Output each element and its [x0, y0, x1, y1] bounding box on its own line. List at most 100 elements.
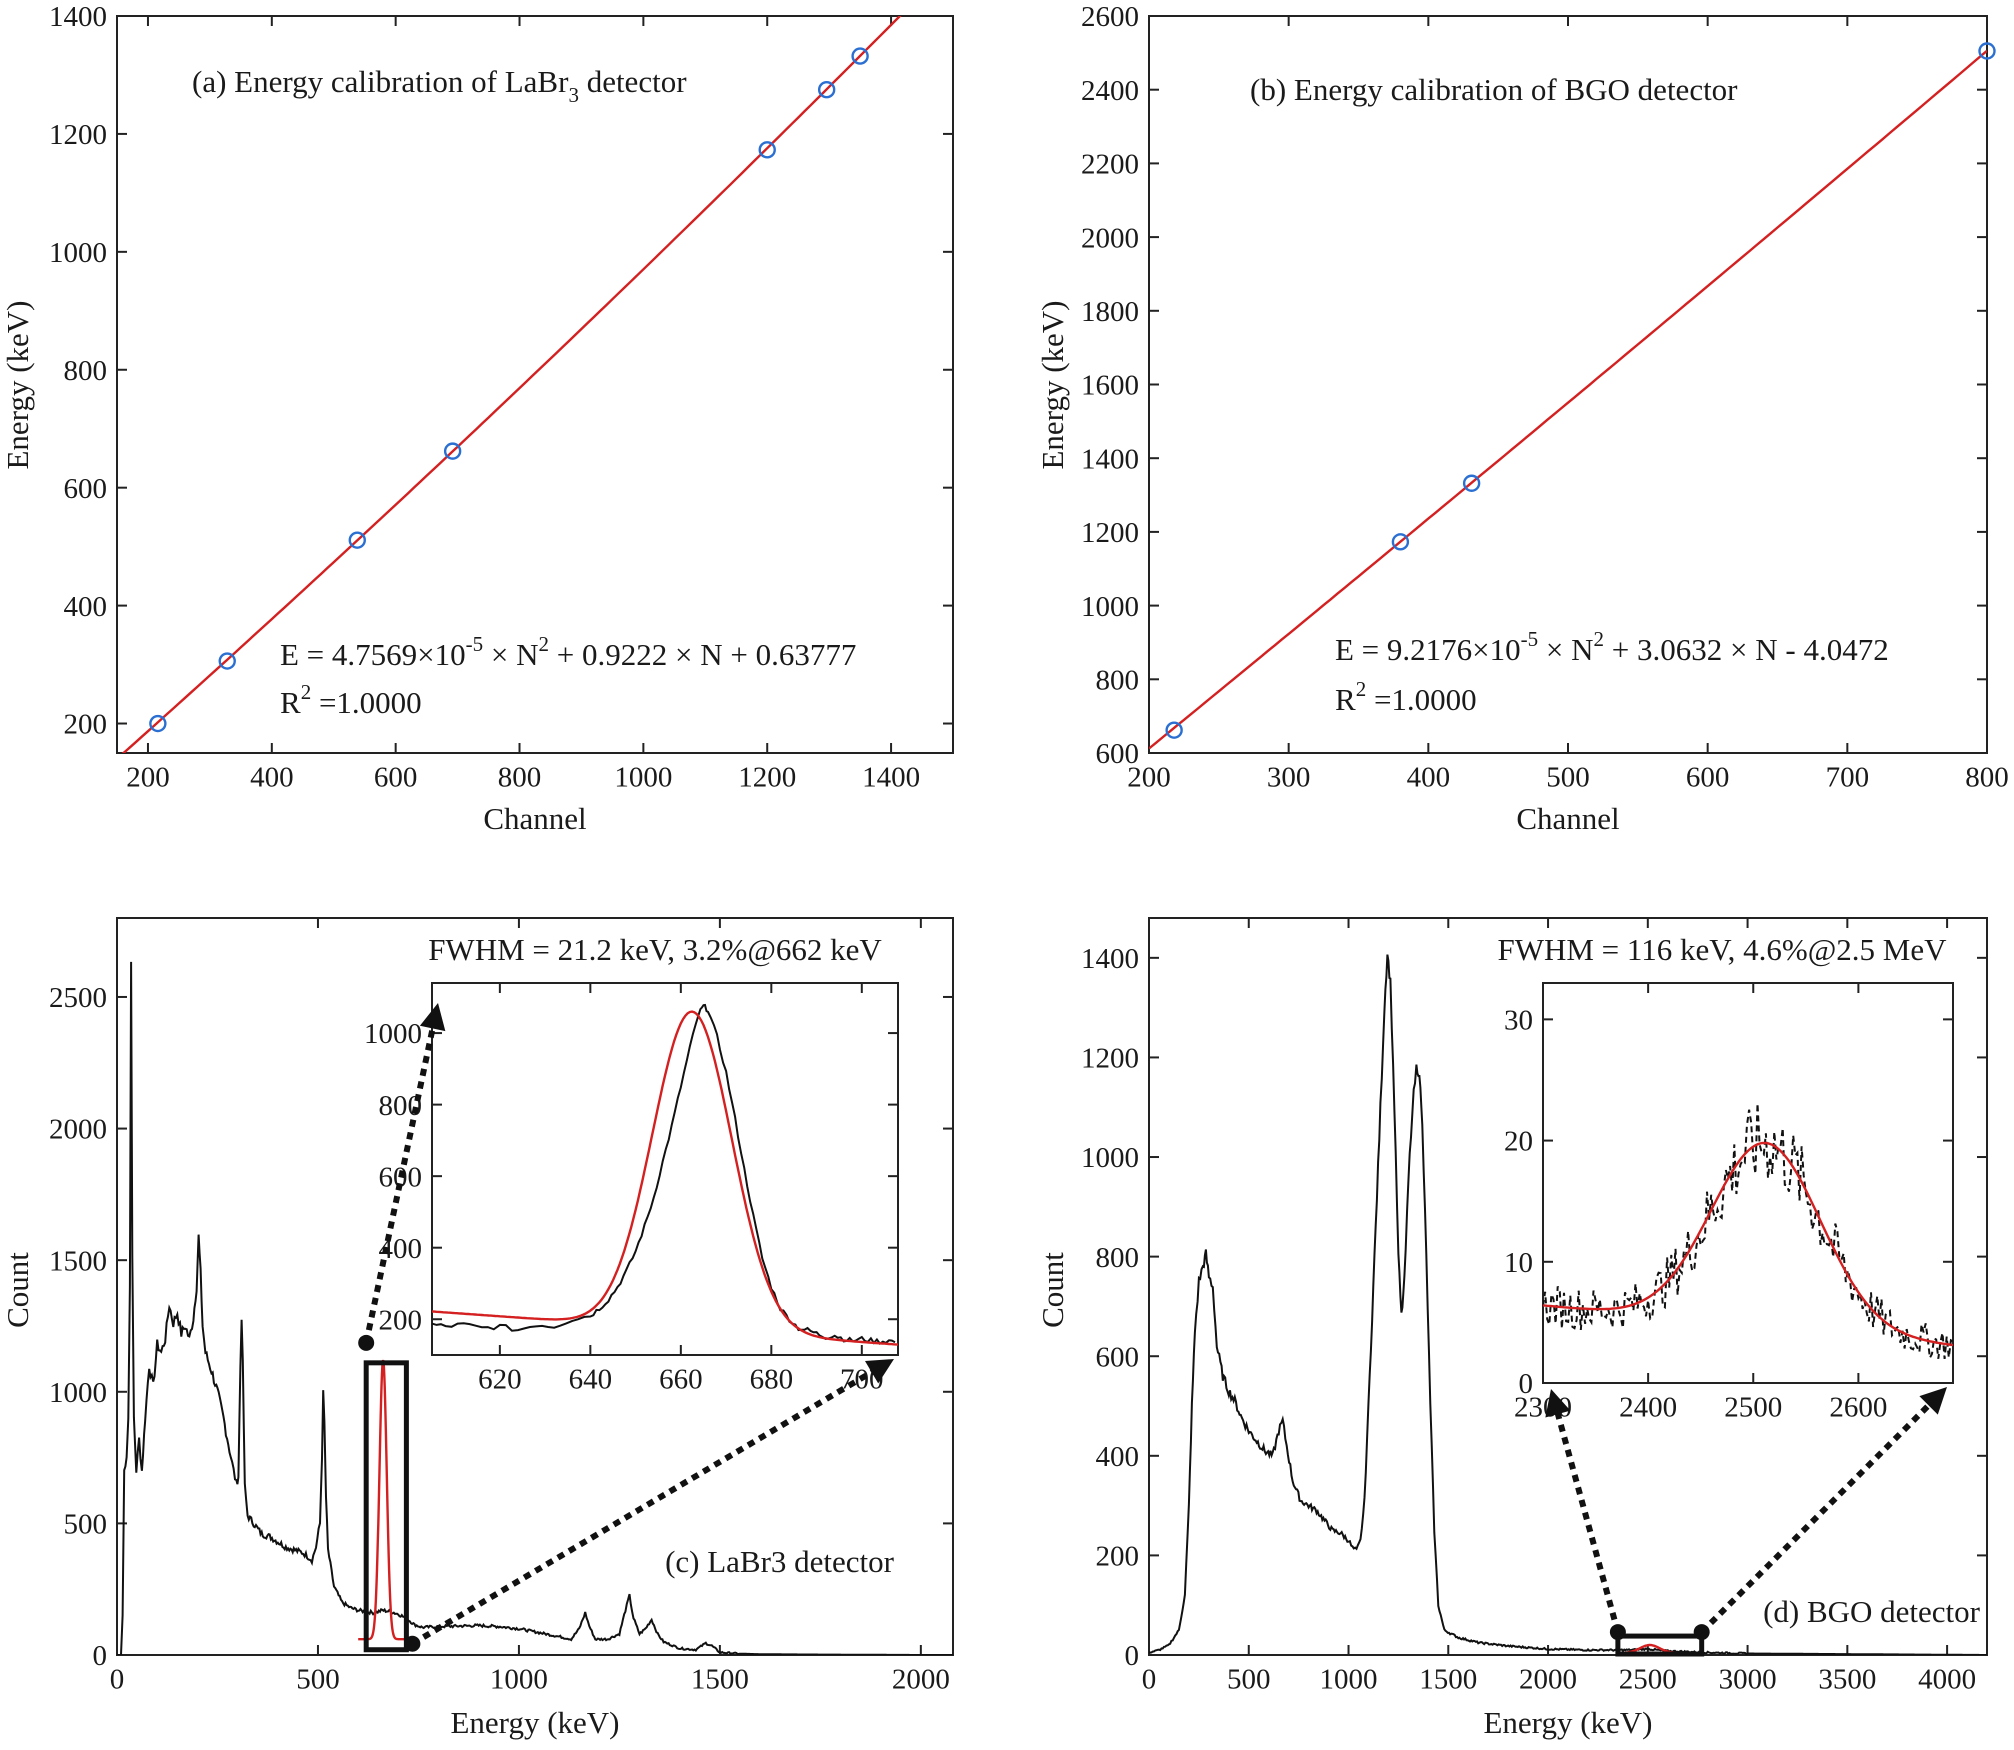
panel-a-ytick-label: 800: [64, 355, 108, 387]
panel-d-xtick-label: 2500: [1619, 1663, 1677, 1695]
panel-a-data-point: [348, 531, 366, 549]
panel-a-title-part: 3: [568, 83, 579, 107]
panel-b-xtick-label: 800: [1965, 761, 2009, 793]
panel-b-xlabel: Channel: [1516, 801, 1619, 836]
panel-a-title-part: (a) Energy calibration of LaBr: [192, 64, 569, 99]
panel-a-xtick-label: 1400: [862, 761, 920, 793]
panel-b-ytick-label: 1000: [1081, 591, 1139, 623]
panel-b-ytick-label: 2200: [1081, 149, 1139, 181]
panel-c-arrow-top-line: [363, 1021, 437, 1344]
panel-a-r2-part: 2: [301, 680, 312, 704]
panel-c-fwhm-annotation: FWHM = 21.2 keV, 3.2%@662 keV: [428, 932, 882, 967]
panel-a-title: (a) Energy calibration of LaBr3 detector: [192, 64, 687, 107]
panel-a-equation: E = 4.7569×10-5 × N2 + 0.9222 × N + 0.63…: [280, 632, 856, 672]
panel-d-axes: 0 500 1000 1500 2000 2500 3000 3500 400002004006…: [1081, 918, 1987, 1695]
panel-b-r2-part: =1.0000: [1366, 682, 1476, 717]
panel-c-ytick-label: 1500: [49, 1245, 107, 1277]
panel-b-r2-part: 2: [1356, 677, 1367, 701]
panel-a-axes: 200 400 600 800 1000 1200 1400 200 400 600 800 1000…: [49, 1, 953, 793]
panel-c-inset-xtick-label: 680: [750, 1363, 794, 1395]
panel-d-ytick-label: 400: [1096, 1441, 1140, 1473]
panel-b-xtick-label: 200: [1127, 761, 1171, 793]
panel-a-fit-line: [121, 16, 902, 753]
panel-a-ylabel: Energy (keV): [0, 300, 35, 469]
panel-c-inset-ytick-label: 1000: [364, 1018, 422, 1050]
panel-d-arrow-right-line: [1699, 1399, 1935, 1635]
panel-d-arrow-right-dot: [1693, 1624, 1710, 1641]
panel-a-frame: [116, 15, 954, 754]
panel-a-title-part: detector: [579, 64, 687, 99]
panel-d-inset-fit: [1543, 1141, 1953, 1347]
panel-b-xtick-label: 700: [1826, 761, 1870, 793]
panel-a-equation-part: × N: [483, 637, 538, 672]
panel-a-xtick-label: 1000: [614, 761, 672, 793]
panel-a-xlabel: Channel: [483, 801, 586, 836]
panel-b-r2-part: R: [1335, 682, 1356, 717]
panel-a-ytick-label: 200: [64, 709, 108, 741]
panel-d-ytick-label: 0: [1125, 1640, 1140, 1672]
panel-d-xtick-label: 1000: [1320, 1663, 1378, 1695]
panel-b-data-point: [1391, 533, 1410, 551]
panel-a-ytick-label: 600: [64, 473, 108, 505]
panel-a-data-point: [218, 652, 236, 670]
panel-b-ytick-label: 1200: [1081, 517, 1139, 549]
panel-b-xtick-label: 300: [1267, 761, 1311, 793]
panel-c-inset-ytick-label: 200: [379, 1304, 423, 1336]
panel-d-ytick-label: 200: [1096, 1541, 1140, 1573]
panel-c-label: (c) LaBr3 detector: [665, 1544, 895, 1579]
panel-c-inset-ytick-label: 800: [379, 1090, 423, 1122]
panel-c-axes: 0 500 1000 1500 2000 0 500 1000 1500 2000 2500: [49, 918, 953, 1695]
panel-a-equation-part: E = 4.7569×10: [280, 637, 466, 672]
panel-d-inset-ytick-label: 0: [1519, 1368, 1534, 1400]
panel-c-xtick-label: 0: [110, 1663, 125, 1695]
panel-c-ylabel: Count: [0, 1252, 35, 1328]
panel-b-ytick-label: 1400: [1081, 443, 1139, 475]
panel-c-xlabel: Energy (keV): [450, 1705, 619, 1740]
panel-b-ytick-label: 2600: [1081, 1, 1139, 33]
panel-b-ytick-label: 600: [1096, 738, 1140, 770]
panel-b-ytick-label: 2400: [1081, 75, 1139, 107]
panel-d-xtick-label: 0: [1142, 1663, 1157, 1695]
panel-b-title: (b) Energy calibration of BGO detector: [1250, 72, 1738, 107]
panel-d-label: (d) BGO detector: [1763, 1594, 1981, 1629]
panel-d-ylabel: Count: [1035, 1252, 1070, 1328]
panel-a-ytick-label: 1000: [49, 237, 107, 269]
panel-a-data-point: [443, 442, 462, 460]
panel-b-axes: 200 300 400 500 600 700 800 600 800 1000 1200 1400 1…: [1081, 1, 2009, 793]
panel-a-data-point: [758, 141, 776, 159]
panel-d-arrow-right-head: [1919, 1387, 1947, 1415]
panel-c-arrow-bottom-dot: [404, 1635, 421, 1652]
panel-d-xtick-label: 2000: [1519, 1663, 1577, 1695]
panel-d-inset-xtick-label: 2400: [1619, 1391, 1677, 1423]
panel-a-xtick-label: 400: [250, 761, 294, 793]
panel-a-equation-part: -5: [466, 632, 484, 656]
panel-b: 200 300 400 500 600 700 800 600 800 1000 1200 1400 1…: [1035, 1, 2009, 836]
panel-b-ytick-label: 1800: [1081, 296, 1139, 328]
panel-d-xtick-label: 1500: [1419, 1663, 1477, 1695]
panel-c-inset-xtick-label: 660: [659, 1363, 703, 1395]
panel-b-equation-part: + 3.0632 × N - 4.0472: [1604, 632, 1889, 667]
panel-c-ytick-label: 2000: [49, 1114, 107, 1146]
panel-d-ytick-label: 600: [1096, 1341, 1140, 1373]
panel-b-equation-part: × N: [1538, 632, 1593, 667]
panel-b-equation-part: 2: [1594, 627, 1605, 651]
panel-c-xtick-label: 1000: [490, 1663, 548, 1695]
panel-a-data-point: [149, 714, 167, 733]
panel-c-inset-xtick-label: 640: [569, 1363, 613, 1395]
panel-b-r2: R2 =1.0000: [1335, 677, 1477, 717]
panel-c-inset-xtick-label: 620: [478, 1363, 522, 1395]
panel-d-ytick-label: 1400: [1081, 943, 1139, 975]
panel-b-data-point: [1462, 474, 1481, 492]
panel-b-equation-part: E = 9.2176×10: [1335, 632, 1521, 667]
panel-c-ytick-label: 1000: [49, 1377, 107, 1409]
panel-d-ytick-label: 1000: [1081, 1142, 1139, 1174]
panel-b-fit-line: [1149, 49, 1987, 750]
panel-c-spectrum: [117, 961, 953, 1655]
panel-a-xtick-label: 600: [374, 761, 418, 793]
panel-a-r2-part: =1.0000: [311, 685, 421, 720]
panel-b-data-point: [1978, 42, 1996, 60]
panel-b-equation: E = 9.2176×10-5 × N2 + 3.0632 × N - 4.04…: [1335, 627, 1889, 667]
panel-d-frame: [1148, 917, 1988, 1656]
panel-c-xtick-label: 1500: [691, 1663, 749, 1695]
panel-d-inset-xtick-label: 2500: [1724, 1391, 1782, 1423]
